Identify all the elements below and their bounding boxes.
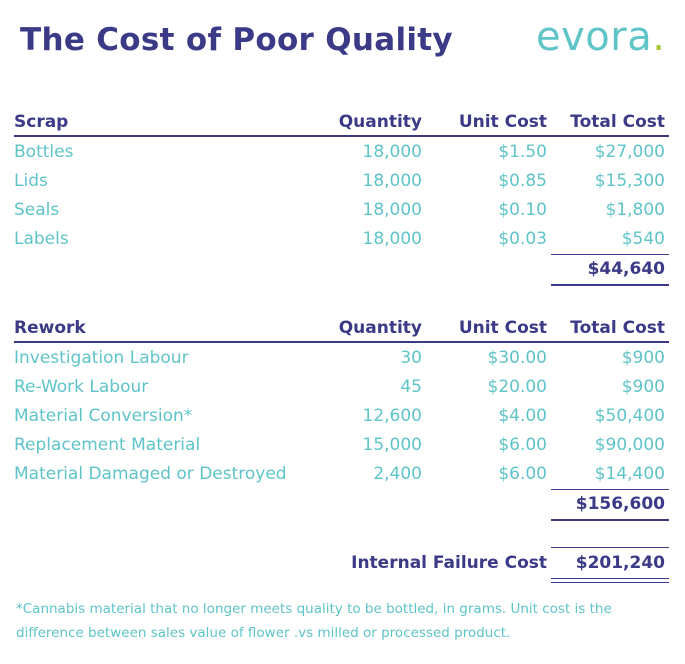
table-row: Replacement Material 15,000 $6.00 $90,00… [14,431,669,460]
item-name: Material Damaged or Destroyed [14,464,287,484]
rework-header-row: Rework Quantity Unit Cost Total Cost [14,314,669,343]
subtotal-bottom-rule [551,519,669,521]
quantity-column-header: Quantity [338,318,422,338]
subtotal-divider [551,254,669,255]
item-name: Labels [14,229,69,249]
table-row: Lids 18,000 $0.85 $15,300 [14,167,669,196]
header-divider [14,135,669,137]
item-total-cost: $900 [621,377,665,397]
table-row: Bottles 18,000 $1.50 $27,000 [14,138,669,167]
item-total-cost: $90,000 [594,435,665,455]
scrap-table: Scrap Quantity Unit Cost Total Cost Bott… [14,108,669,286]
item-quantity: 2,400 [373,464,422,484]
table-row: Material Conversion* 12,600 $4.00 $50,40… [14,402,669,431]
page-title: The Cost of Poor Quality [20,22,453,58]
subtotal-bottom-rule [551,284,669,286]
item-quantity: 12,600 [362,406,422,426]
grand-total-top-rule [551,547,669,548]
rework-heading: Rework [14,318,86,338]
scrap-heading: Scrap [14,112,69,132]
total-cost-column-header: Total Cost [570,112,665,132]
item-unit-cost: $0.03 [498,229,547,249]
scrap-subtotal: $44,640 [587,259,665,279]
item-unit-cost: $0.10 [498,200,547,220]
item-name: Replacement Material [14,435,201,455]
item-name: Seals [14,200,60,220]
grand-total-double-rule [551,578,669,583]
item-total-cost: $540 [621,229,665,249]
total-cost-column-header: Total Cost [570,318,665,338]
item-quantity: 18,000 [362,171,422,191]
scrap-header-row: Scrap Quantity Unit Cost Total Cost [14,108,669,137]
table-row: Re-Work Labour 45 $20.00 $900 [14,373,669,402]
subtotal-divider [551,489,669,490]
item-name: Investigation Labour [14,348,189,368]
unit-cost-column-header: Unit Cost [458,318,547,338]
rework-table: Rework Quantity Unit Cost Total Cost Inv… [14,314,669,521]
rework-subtotal: $156,600 [575,494,665,514]
logo-dot: . [652,14,666,60]
item-total-cost: $15,300 [594,171,665,191]
item-unit-cost: $6.00 [498,435,547,455]
item-quantity: 45 [400,377,422,397]
item-name: Material Conversion* [14,406,193,426]
rework-subtotal-row: $156,600 [14,490,669,519]
quantity-column-header: Quantity [338,112,422,132]
item-quantity: 18,000 [362,142,422,162]
footnote: *Cannabis material that no longer meets … [16,597,676,645]
item-name: Bottles [14,142,74,162]
item-total-cost: $900 [621,348,665,368]
item-quantity: 30 [400,348,422,368]
scrap-subtotal-row: $44,640 [14,255,669,284]
grand-total-label: Internal Failure Cost [351,553,547,573]
item-unit-cost: $30.00 [487,348,547,368]
table-row: Labels 18,000 $0.03 $540 [14,225,669,254]
footnote-line: difference between sales value of flower… [16,625,511,641]
item-quantity: 18,000 [362,229,422,249]
item-name: Re-Work Labour [14,377,149,397]
item-unit-cost: $1.50 [498,142,547,162]
item-unit-cost: $4.00 [498,406,547,426]
item-unit-cost: $6.00 [498,464,547,484]
table-row: Material Damaged or Destroyed 2,400 $6.0… [14,460,669,489]
item-total-cost: $14,400 [594,464,665,484]
logo-text: evora [536,14,653,60]
table-row: Investigation Labour 30 $30.00 $900 [14,344,669,373]
evora-logo: evora. [536,14,665,60]
item-total-cost: $27,000 [594,142,665,162]
header-divider [14,341,669,343]
item-unit-cost: $0.85 [498,171,547,191]
table-row: Seals 18,000 $0.10 $1,800 [14,196,669,225]
unit-cost-column-header: Unit Cost [458,112,547,132]
item-name: Lids [14,171,48,191]
item-quantity: 18,000 [362,200,422,220]
item-total-cost: $50,400 [594,406,665,426]
footnote-line: *Cannabis material that no longer meets … [16,601,612,617]
item-total-cost: $1,800 [605,200,665,220]
grand-total-value: $201,240 [575,553,665,573]
item-quantity: 15,000 [362,435,422,455]
item-unit-cost: $20.00 [487,377,547,397]
grand-total-row: Internal Failure Cost $201,240 [14,549,669,578]
